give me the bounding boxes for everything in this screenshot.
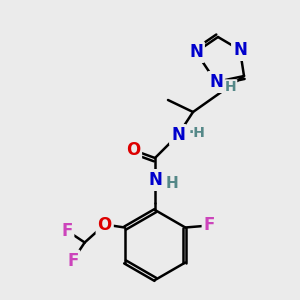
Text: O: O: [98, 215, 112, 233]
Text: F: F: [67, 251, 78, 269]
Text: N: N: [233, 41, 247, 59]
Text: N: N: [209, 73, 223, 91]
Text: N: N: [148, 171, 162, 189]
Text: N: N: [189, 43, 203, 61]
Text: F: F: [61, 221, 72, 239]
Text: H: H: [166, 176, 179, 190]
Text: N: N: [171, 126, 185, 144]
Text: F: F: [204, 217, 215, 235]
Text: H: H: [225, 80, 237, 94]
Text: ·H: ·H: [189, 126, 206, 140]
Text: O: O: [126, 141, 140, 159]
